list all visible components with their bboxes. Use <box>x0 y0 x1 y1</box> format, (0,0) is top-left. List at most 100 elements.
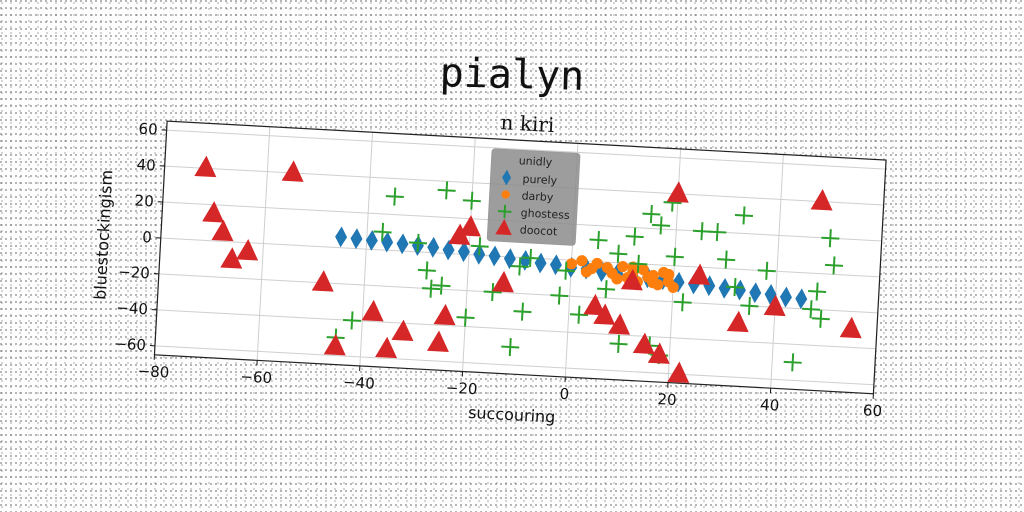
point-ghostess <box>609 334 628 353</box>
point-ghostess <box>808 282 827 301</box>
point-doocot <box>361 299 384 322</box>
point-ghostess <box>824 256 844 275</box>
point-ghostess <box>462 191 481 210</box>
point-ghostess <box>501 337 520 357</box>
point-darby <box>617 260 629 273</box>
point-doocot <box>194 155 217 178</box>
point-purely <box>335 226 348 248</box>
point-purely <box>549 254 562 276</box>
x-tick-label: 60 <box>862 401 882 420</box>
point-darby <box>565 258 578 270</box>
y-tick-label: −60 <box>114 335 147 355</box>
point-doocot <box>688 263 711 285</box>
x-tick-label: 20 <box>657 390 677 409</box>
point-ghostess <box>597 280 616 299</box>
point-ghostess <box>456 308 475 327</box>
point-doocot <box>583 293 606 316</box>
point-doocot <box>311 270 334 292</box>
point-ghostess <box>373 222 392 241</box>
point-purely <box>488 245 501 267</box>
point-doocot <box>608 313 631 335</box>
x-tick-label: 40 <box>760 396 780 415</box>
plot-frame <box>153 120 887 395</box>
point-doocot <box>647 342 670 364</box>
x-tick-label: 0 <box>559 385 570 403</box>
legend-marker-doocot <box>495 219 512 236</box>
point-ghostess <box>470 237 489 256</box>
y-tick-label: −40 <box>116 299 149 319</box>
point-ghostess <box>521 248 540 268</box>
legend-label-doocot: doocot <box>519 223 558 238</box>
point-ghostess <box>342 311 362 330</box>
point-purely <box>779 286 792 308</box>
point-doocot <box>593 303 616 325</box>
point-doocot <box>202 201 225 223</box>
legend-title: unidly <box>518 154 553 169</box>
x-tick-label: −60 <box>240 367 273 387</box>
point-ghostess <box>513 302 532 321</box>
point-ghostess <box>740 296 759 315</box>
point-doocot <box>763 294 786 317</box>
point-ghostess <box>625 227 644 246</box>
point-ghostess <box>408 233 428 252</box>
point-purely <box>350 228 363 250</box>
point-purely <box>749 282 762 304</box>
point-ghostess <box>734 206 754 225</box>
legend-marker-darby <box>501 190 510 199</box>
point-purely <box>764 284 777 305</box>
point-purely <box>733 279 746 301</box>
point-ghostess <box>569 305 589 324</box>
point-ghostess <box>821 229 840 248</box>
point-ghostess <box>589 231 608 250</box>
point-purely <box>503 248 516 270</box>
point-doocot <box>323 333 346 356</box>
y-axis-label: bluestockingism <box>90 169 116 300</box>
point-doocot <box>433 303 456 326</box>
legend-label-ghostess: ghostess <box>520 206 570 222</box>
legend-box <box>486 148 581 246</box>
point-darby <box>580 266 593 278</box>
point-purely <box>442 239 455 261</box>
point-ghostess <box>717 250 736 269</box>
point-ghostess <box>673 293 692 312</box>
y-tick-label: −20 <box>118 263 151 283</box>
point-ghostess <box>801 300 821 319</box>
point-doocot <box>236 239 259 261</box>
point-doocot <box>726 310 749 333</box>
point-purely <box>457 241 470 263</box>
point-ghostess <box>708 223 727 242</box>
point-purely <box>396 233 409 255</box>
point-ghostess <box>421 279 441 298</box>
point-ghostess <box>385 187 404 206</box>
y-tick-label: 60 <box>138 120 158 139</box>
point-darby <box>667 281 679 293</box>
point-purely <box>795 288 808 310</box>
point-purely <box>703 275 716 297</box>
point-darby <box>591 257 603 270</box>
point-ghostess <box>811 309 830 328</box>
y-gridline <box>166 129 886 170</box>
point-purely <box>718 277 731 299</box>
point-doocot <box>211 219 234 242</box>
x-axis-label: succouring <box>468 403 556 427</box>
point-purely <box>381 231 394 253</box>
y-gridline <box>154 345 874 386</box>
legend-label-purely: purely <box>522 172 558 187</box>
point-doocot <box>220 247 243 269</box>
chart-title: n kiri <box>500 110 555 137</box>
y-tick-label: 0 <box>142 228 153 246</box>
legend-marker-ghostess <box>497 204 512 219</box>
point-purely <box>534 252 547 274</box>
y-gridline <box>156 309 876 350</box>
point-ghostess <box>783 353 802 372</box>
point-purely <box>365 230 378 251</box>
point-ghostess <box>483 282 502 302</box>
point-ghostess <box>510 257 529 276</box>
point-ghostess <box>665 247 684 266</box>
x-tick-label: −40 <box>343 373 376 393</box>
point-darby <box>647 277 659 289</box>
point-ghostess <box>757 261 776 280</box>
point-ghostess <box>725 278 745 297</box>
legend-label-darby: darby <box>521 189 554 204</box>
point-purely <box>427 236 440 258</box>
